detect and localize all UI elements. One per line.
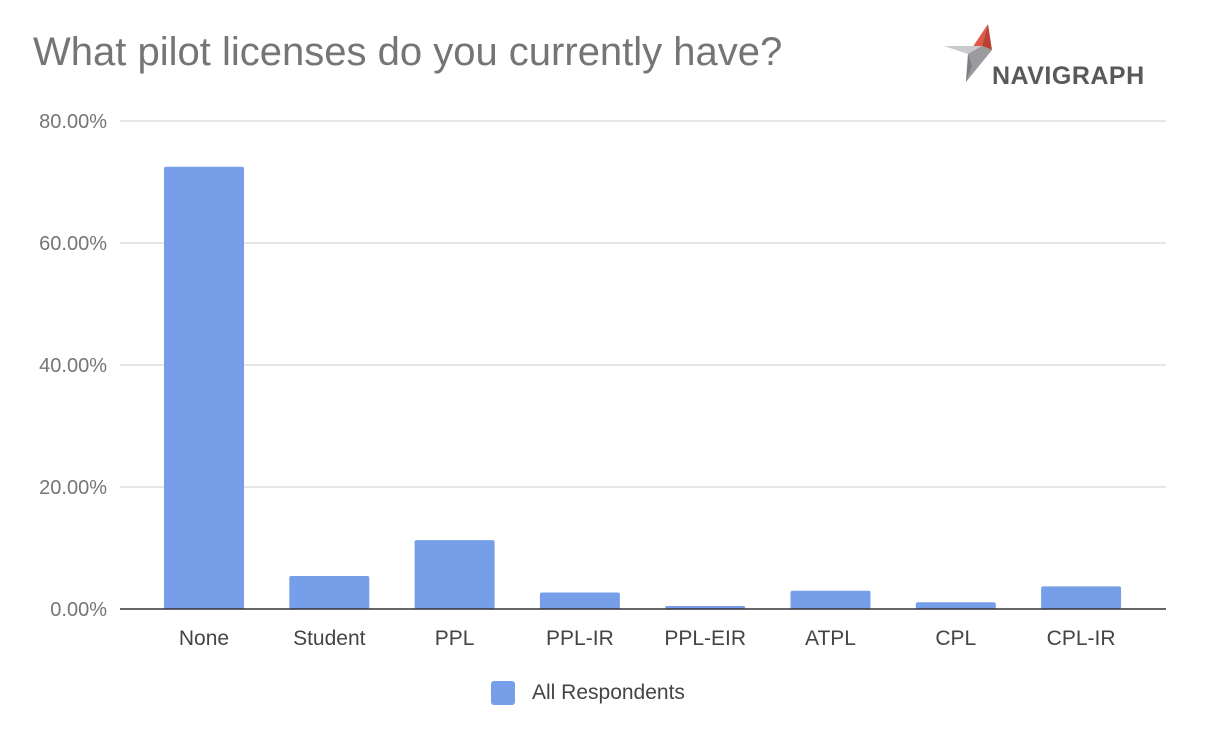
bar-ppl — [414, 540, 495, 609]
logo-left-facet — [944, 46, 982, 54]
x-category-label: PPL-IR — [546, 627, 614, 650]
navigraph-star-icon — [944, 24, 992, 82]
legend-swatch — [491, 681, 515, 705]
y-tick-label: 20.00% — [39, 477, 107, 499]
bars — [164, 166, 1122, 609]
x-category-label: Student — [293, 627, 366, 650]
legend: All Respondents — [491, 680, 685, 706]
x-category-label: PPL-EIR — [664, 627, 746, 650]
chart-title: What pilot licenses do you currently hav… — [33, 30, 783, 74]
x-category-label: CPL-IR — [1047, 627, 1116, 650]
logo-text: NAVIGRAPH — [992, 62, 1145, 90]
bar-none — [164, 166, 244, 609]
bar-ppl-eir — [665, 605, 746, 609]
logo-tail-facet — [966, 54, 972, 82]
logo-red-shade — [982, 24, 992, 50]
x-axis-categories: None Student PPL PPL-IR PPL-EIR ATPL CPL CPL-IR — [179, 627, 1116, 650]
x-category-label: None — [179, 627, 229, 650]
bar-cpl — [915, 602, 996, 609]
y-tick-label: 80.00% — [39, 111, 107, 133]
logo-lower-facet — [966, 46, 992, 82]
bar-student — [289, 576, 370, 609]
bar-atpl — [790, 590, 871, 609]
bar-ppl-ir — [539, 592, 620, 609]
bar-cpl-ir — [1041, 586, 1122, 609]
y-axis-ticks: 0.00% 20.00% 40.00% 60.00% 80.00% — [39, 111, 107, 621]
x-category-label: ATPL — [805, 627, 856, 650]
navigraph-logo: NAVIGRAPH — [942, 22, 1172, 92]
y-tick-label: 0.00% — [50, 599, 107, 621]
legend-label: All Respondents — [532, 681, 685, 704]
y-tick-label: 60.00% — [39, 233, 107, 255]
grid-lines — [120, 120, 1166, 488]
y-tick-label: 40.00% — [39, 355, 107, 377]
x-category-label: CPL — [935, 627, 976, 650]
x-category-label: PPL — [435, 627, 475, 650]
